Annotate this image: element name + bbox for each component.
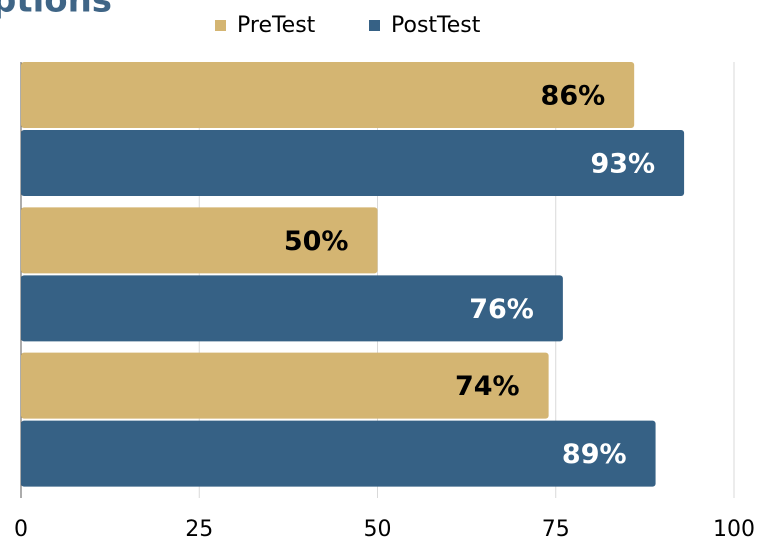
value-label: 93% bbox=[590, 149, 655, 180]
chart-title: ptions bbox=[0, 0, 112, 21]
x-tick-label: 50 bbox=[364, 517, 392, 542]
bar bbox=[21, 275, 563, 342]
bar bbox=[21, 62, 635, 128]
x-tick-label: 75 bbox=[542, 517, 570, 542]
value-label: 50% bbox=[284, 226, 349, 257]
x-tick-label: 0 bbox=[14, 517, 28, 542]
bar bbox=[21, 130, 685, 196]
legend-swatch bbox=[215, 20, 226, 31]
bar bbox=[21, 207, 378, 274]
legend-swatch bbox=[369, 20, 380, 31]
value-label: 86% bbox=[541, 81, 606, 112]
x-tick-label: 100 bbox=[713, 517, 755, 542]
value-label: 74% bbox=[455, 371, 520, 402]
bar bbox=[21, 420, 656, 487]
value-label: 89% bbox=[562, 439, 627, 470]
legend-label: PreTest bbox=[237, 13, 316, 38]
bar bbox=[21, 352, 549, 419]
value-label: 76% bbox=[469, 294, 534, 325]
x-tick-label: 25 bbox=[185, 517, 213, 542]
legend-label: PostTest bbox=[391, 13, 481, 38]
